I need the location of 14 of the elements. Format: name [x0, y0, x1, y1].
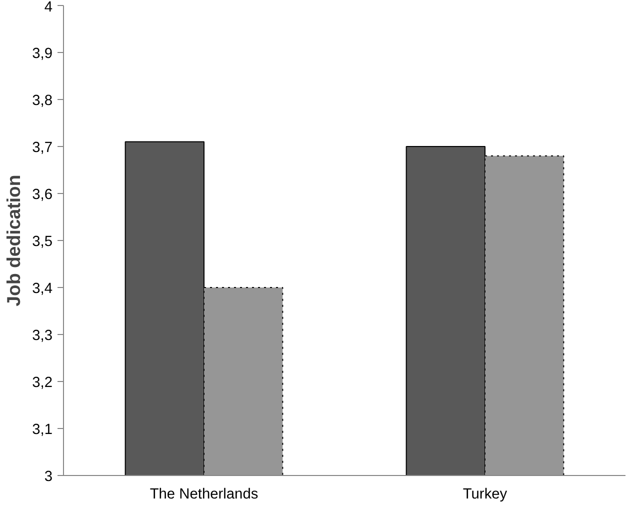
y-tick-label: 3,9: [32, 46, 52, 62]
y-axis-title: Job dedication: [3, 174, 24, 306]
y-tick-label: 3,4: [32, 281, 52, 297]
y-tick-label: 4: [44, 0, 53, 16]
x-tick-label: The Netherlands: [150, 486, 258, 502]
y-tick-label: 3,6: [32, 187, 52, 203]
y-tick-label: 3,3: [32, 328, 52, 344]
y-tick-label: 3: [44, 469, 53, 485]
y-tick-label: 3,5: [32, 234, 52, 250]
y-tick-label: 3,7: [32, 140, 52, 156]
y-tick-label: 3,8: [32, 93, 52, 109]
y-tick-label: 3,1: [32, 422, 52, 438]
x-tick-label: Turkey: [462, 486, 508, 502]
y-tick-label: 3,2: [32, 375, 52, 391]
